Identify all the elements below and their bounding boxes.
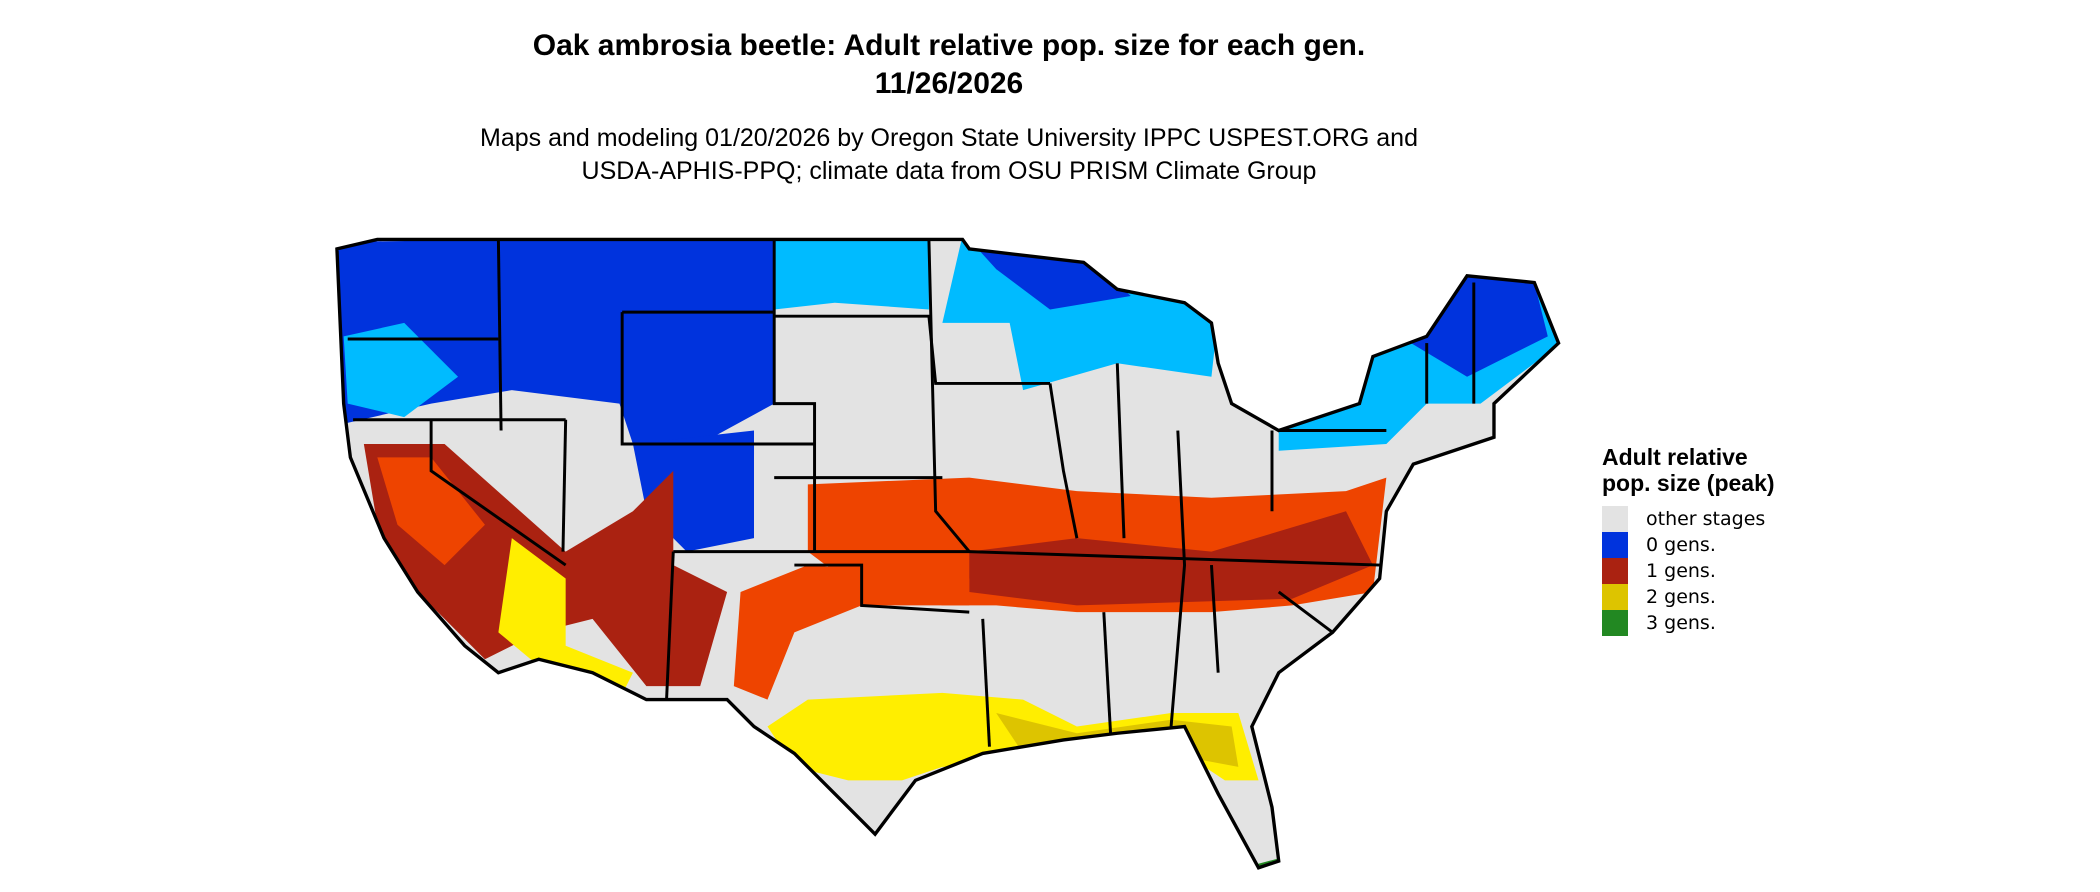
state-border <box>1048 383 1079 539</box>
zone-0gen-plains <box>774 239 929 310</box>
state-border <box>1209 564 1220 673</box>
state-border <box>561 419 568 552</box>
legend-swatch <box>1602 584 1628 610</box>
legend: Adult relative pop. size (peak) other st… <box>1602 444 1802 636</box>
legend-label: 3 gens. <box>1646 612 1716 634</box>
state-border <box>620 312 815 446</box>
zone-1gen-west-orange <box>377 457 485 566</box>
legend-swatch <box>1602 558 1628 584</box>
state-border <box>981 618 991 747</box>
legend-item: 2 gens. <box>1602 584 1802 610</box>
zone-2gen-southwest <box>498 538 633 700</box>
state-border <box>429 419 567 567</box>
map-date: 11/26/2026 <box>874 67 1024 100</box>
state-border <box>496 239 503 431</box>
state-border <box>1115 363 1126 539</box>
map-subtitle-line1: Maps and modeling 01/20/2026 by Oregon S… <box>480 124 1418 152</box>
legend-label: 2 gens. <box>1646 586 1716 608</box>
zone-0gen-northwest-light <box>343 322 459 418</box>
zone-1gen-southplains <box>733 565 970 700</box>
state-border <box>1277 590 1334 634</box>
legend-title: Adult relative pop. size (peak) <box>1602 444 1775 496</box>
legend-swatch <box>1602 610 1628 636</box>
legend-item: 0 gens. <box>1602 532 1802 558</box>
map-title: Oak ambrosia beetle: Adult relative pop.… <box>532 29 1366 62</box>
legend-swatch <box>1602 532 1628 558</box>
state-border <box>1169 430 1187 727</box>
state-border <box>927 239 971 553</box>
us-outline <box>335 237 1561 870</box>
legend-item: 3 gens. <box>1602 610 1802 636</box>
legend-swatch <box>1602 506 1628 532</box>
state-border <box>665 551 675 700</box>
map-subtitle-line2: USDA-APHIS-PPQ; climate data from OSU PR… <box>581 157 1317 185</box>
legend-label: 0 gens. <box>1646 534 1716 556</box>
legend-item: other stages <box>1602 506 1802 532</box>
legend-label: other stages <box>1646 508 1766 530</box>
state-border <box>1102 612 1113 734</box>
legend-label: 1 gens. <box>1646 560 1716 582</box>
state-border <box>794 563 970 614</box>
zone-0gen-upper-midwest-dark <box>969 239 1131 310</box>
state-border <box>673 550 1380 567</box>
legend-item: 1 gens. <box>1602 558 1802 584</box>
